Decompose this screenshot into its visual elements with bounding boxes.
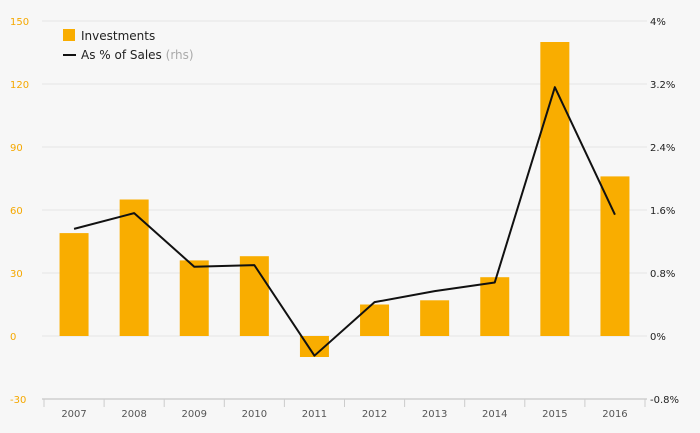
line-series-pct-sales <box>73 86 616 357</box>
left-tick-label: 0 <box>10 332 16 343</box>
bar <box>239 256 269 336</box>
bar <box>420 300 450 336</box>
x-axis: 2007 2008 2009 2010 2011 2012 2013 2014 2015 2016 <box>42 398 647 420</box>
bar-series-investments <box>59 42 630 357</box>
right-tick-label: -0.8% <box>650 395 679 406</box>
left-tick-label: 60 <box>10 206 23 217</box>
legend-label-investments: Investments <box>81 29 155 43</box>
bar <box>179 260 209 336</box>
line-path <box>73 86 616 357</box>
left-tick-label: 120 <box>10 80 29 91</box>
bar <box>299 336 329 357</box>
right-tick-label: 3.2% <box>650 80 675 91</box>
left-tick-label: -30 <box>10 395 26 406</box>
x-tick-label: 2013 <box>422 409 447 420</box>
x-tick-label: 2014 <box>482 409 507 420</box>
right-tick-label: 4% <box>650 17 666 28</box>
right-tick-label: 2.4% <box>650 143 675 154</box>
x-tick-label: 2010 <box>242 409 267 420</box>
legend-label-pct-sales: As % of Sales (rhs) <box>81 48 194 62</box>
x-tick-label: 2016 <box>602 409 627 420</box>
bar <box>540 42 570 336</box>
bar <box>59 233 89 336</box>
left-tick-label: 30 <box>10 269 23 280</box>
legend: Investments As % of Sales (rhs) <box>63 29 194 62</box>
x-tick-label: 2012 <box>362 409 387 420</box>
bar <box>600 176 630 336</box>
x-tick-label: 2015 <box>542 409 567 420</box>
bar <box>119 199 149 336</box>
right-tick-label: 1.6% <box>650 206 675 217</box>
right-y-axis: 4% 3.2% 2.4% 1.6% 0.8% 0% -0.8% <box>650 17 679 406</box>
left-tick-label: 150 <box>10 17 29 28</box>
left-y-axis: 150 120 90 60 30 0 -30 <box>10 17 29 406</box>
x-tick-label: 2011 <box>302 409 327 420</box>
bar <box>360 304 390 336</box>
left-tick-label: 90 <box>10 143 23 154</box>
right-tick-label: 0% <box>650 332 666 343</box>
right-tick-label: 0.8% <box>650 269 675 280</box>
x-tick-label: 2009 <box>182 409 207 420</box>
bar <box>480 277 510 336</box>
x-tick-label: 2007 <box>61 409 86 420</box>
legend-swatch-investments <box>63 29 75 41</box>
x-tick-label: 2008 <box>121 409 146 420</box>
